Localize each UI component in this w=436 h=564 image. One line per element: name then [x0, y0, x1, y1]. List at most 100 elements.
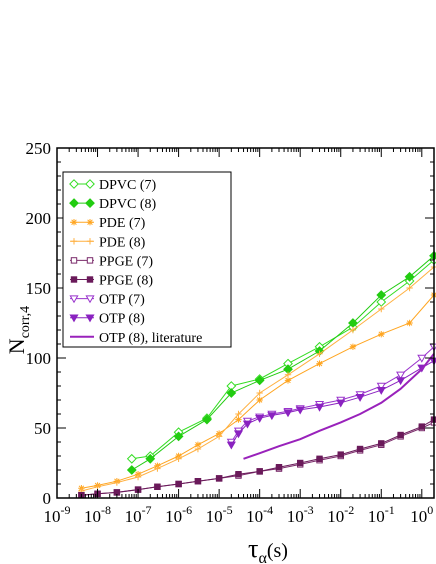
x-axis-title-sub: α [258, 550, 267, 564]
legend-marker-5 [70, 276, 78, 283]
x-tick-label-1: 10-8 [84, 503, 111, 526]
x-tick-exp-7: -2 [344, 503, 354, 517]
y-tick-label-1: 50 [34, 419, 51, 438]
data-point-7-11 [396, 377, 406, 386]
data-point-7-10 [376, 387, 386, 395]
legend-marker-1 [69, 198, 79, 209]
series-line-6 [230, 346, 435, 443]
data-point-3-9 [256, 389, 263, 397]
legend-label-5: PPGE (8) [99, 274, 153, 289]
x-tick-base-3: 10 [165, 507, 182, 526]
y-axis-title-sub: corr,4 [18, 306, 33, 338]
x-tick-base-5: 10 [246, 507, 263, 526]
x-axis-title-main: τ [248, 534, 258, 563]
data-point-7-2 [242, 420, 253, 429]
legend-marker-0 [69, 179, 79, 189]
data-point-3-12 [349, 326, 357, 334]
x-axis-title: τα(s) [248, 534, 288, 564]
legend-label-0: DPVC (7) [99, 178, 157, 193]
data-point-7-13 [429, 357, 436, 366]
x-axis-title-suffix: (s) [267, 540, 288, 562]
legend-marker-1 [85, 198, 95, 209]
legend-marker-3 [70, 238, 78, 245]
y-tick-label-0: 0 [43, 489, 52, 508]
data-point-7-5 [283, 409, 293, 418]
data-point-7-6 [295, 406, 305, 415]
data-point-5-17 [418, 423, 425, 430]
x-tick-base-2: 10 [125, 507, 142, 526]
legend-entry-2: PDE (7) [70, 216, 146, 231]
legend-label-2: PDE (7) [99, 216, 146, 231]
x-tick-exp-6: -3 [304, 503, 314, 517]
legend-entry-5: PPGE (8) [70, 274, 153, 289]
x-tick-label-2: 10-7 [125, 503, 152, 526]
x-tick-base-0: 10 [44, 507, 61, 526]
legend-marker-3 [86, 238, 94, 245]
data-point-2-12 [349, 343, 357, 350]
data-point-5-9 [256, 468, 263, 475]
data-point-5-15 [378, 440, 385, 447]
x-tick-exp-0: -9 [61, 503, 71, 517]
legend-marker-4 [86, 257, 94, 264]
data-point-1-3 [202, 414, 212, 425]
legend-marker-2 [70, 219, 78, 226]
data-point-5-6 [194, 478, 202, 485]
data-point-3-2 [113, 479, 121, 486]
legend-label-8: OTP (8), literature [99, 331, 202, 346]
legend-marker-2 [86, 219, 94, 226]
x-tick-label-6: 10-3 [287, 503, 314, 526]
x-tick-label-5: 10-4 [246, 503, 273, 526]
legend-label-6: OTP (7) [99, 293, 145, 308]
data-point-2-10 [284, 377, 292, 384]
data-point-1-5 [254, 375, 265, 386]
data-point-1-2 [173, 431, 184, 442]
legend-label-3: PDE (8) [99, 235, 146, 250]
x-tick-base-8: 10 [368, 507, 385, 526]
y-tick-label-2: 100 [26, 349, 52, 368]
x-tick-exp-2: -7 [142, 503, 152, 517]
legend-label-7: OTP (8) [99, 312, 145, 327]
x-tick-exp-1: -8 [101, 503, 111, 517]
data-point-5-8 [235, 471, 242, 478]
x-tick-label-7: 10-2 [327, 503, 354, 526]
data-point-1-10 [404, 271, 415, 282]
x-tick-base-4: 10 [206, 507, 223, 526]
series-line-8 [243, 353, 435, 460]
data-point-3-14 [406, 284, 413, 292]
legend-entry-3: PDE (8) [70, 235, 146, 250]
legend-marker-0 [85, 179, 95, 189]
data-point-5-16 [397, 431, 404, 439]
data-point-7-1 [233, 430, 244, 439]
series-1 [126, 250, 436, 475]
y-tick-label-3: 150 [26, 279, 52, 298]
series-line-3 [81, 266, 435, 492]
data-point-2-8 [235, 416, 242, 423]
data-point-3-11 [316, 350, 323, 357]
series-line-2 [81, 294, 435, 489]
data-point-5-4 [154, 483, 161, 491]
x-tick-label-9: 100 [410, 503, 433, 526]
data-point-6-11 [396, 371, 406, 380]
axis-titles: τα(s) Ncorr,4 [4, 306, 288, 564]
x-tick-label-8: 10-1 [368, 503, 395, 526]
legend-entry-4: PPGE (7) [70, 254, 153, 269]
y-tick-label-4: 200 [26, 209, 52, 228]
x-tick-label-0: 10-9 [44, 503, 71, 526]
data-point-3-13 [378, 305, 385, 313]
legend-entry-1: DPVC (8) [69, 197, 157, 212]
data-point-1-4 [226, 388, 237, 398]
data-point-3-5 [175, 455, 182, 462]
plot-frame [56, 147, 435, 499]
data-point-3-8 [235, 410, 242, 418]
legend-marker-6 [69, 295, 79, 304]
data-point-3-1 [94, 483, 101, 490]
series-line-1 [131, 255, 435, 471]
data-point-6-12 [417, 354, 427, 363]
series-7 [226, 357, 436, 450]
data-point-5-10 [275, 464, 283, 471]
x-tick-exp-9: 0 [427, 503, 433, 517]
data-point-1-9 [376, 290, 387, 300]
x-tick-exp-8: -1 [385, 503, 395, 517]
